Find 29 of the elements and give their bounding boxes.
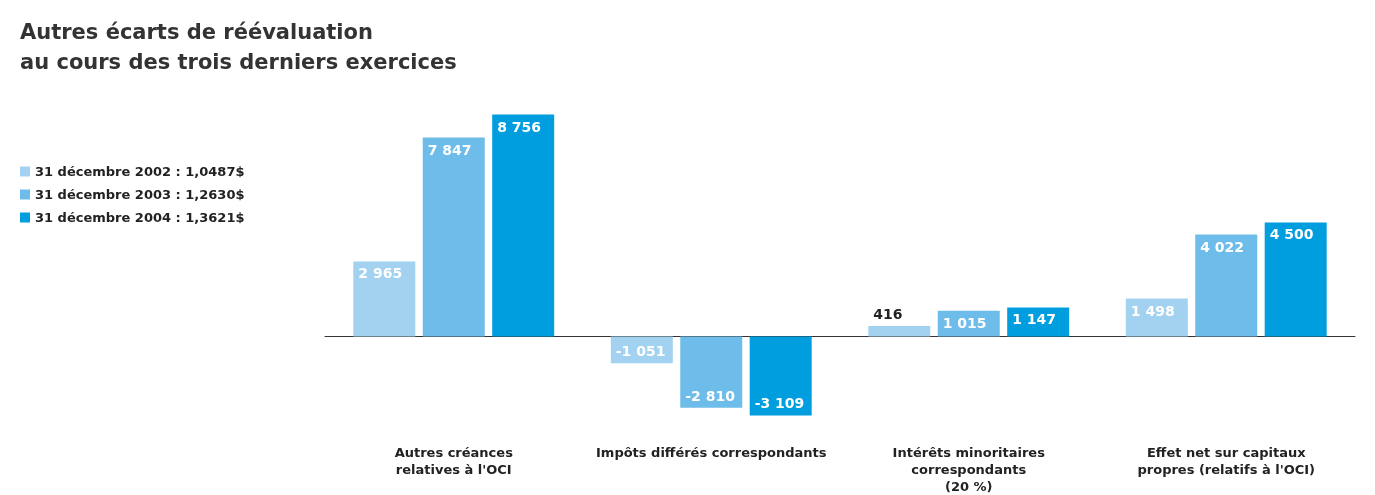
bar [492,114,555,337]
data-label: 1 015 [942,314,987,331]
data-label: -3 109 [754,395,805,412]
data-label: 8 756 [497,118,542,135]
legend-label: 31 décembre 2004 : 1,3621$ [35,210,245,225]
chart-title: Autres écarts de réévaluation au cours des trois derniers exercices [20,20,457,74]
data-label: 416 [873,306,903,323]
x-tick-label: Intérêts minoritaires correspondants (20 %) [892,445,1046,494]
bar [422,137,485,337]
x-tick-label: Impôts différés correspondants [596,445,827,460]
data-label: -1 051 [615,343,666,360]
data-label: 7 847 [427,141,472,158]
data-label: 1 498 [1130,302,1175,319]
legend-label: 31 décembre 2003 : 1,2630$ [35,187,245,202]
bar [353,261,416,337]
bar [868,326,931,337]
bar [749,336,812,416]
data-label: 2 965 [358,265,403,282]
x-tick-label: Effet net sur capitaux propres (relatifs à l'OCI) [1137,445,1316,477]
x-tick-label: Autres créances relatives à l'OCI [394,445,514,477]
data-label: 4 500 [1269,226,1314,243]
bar [1264,222,1327,337]
legend-label: 31 décembre 2002 : 1,0487$ [35,164,245,179]
bar [1007,307,1070,337]
data-label: 4 022 [1200,238,1245,255]
data-label: -2 810 [685,387,736,404]
bar [680,336,743,408]
data-label: 1 147 [1012,311,1057,328]
bar [1195,234,1258,337]
